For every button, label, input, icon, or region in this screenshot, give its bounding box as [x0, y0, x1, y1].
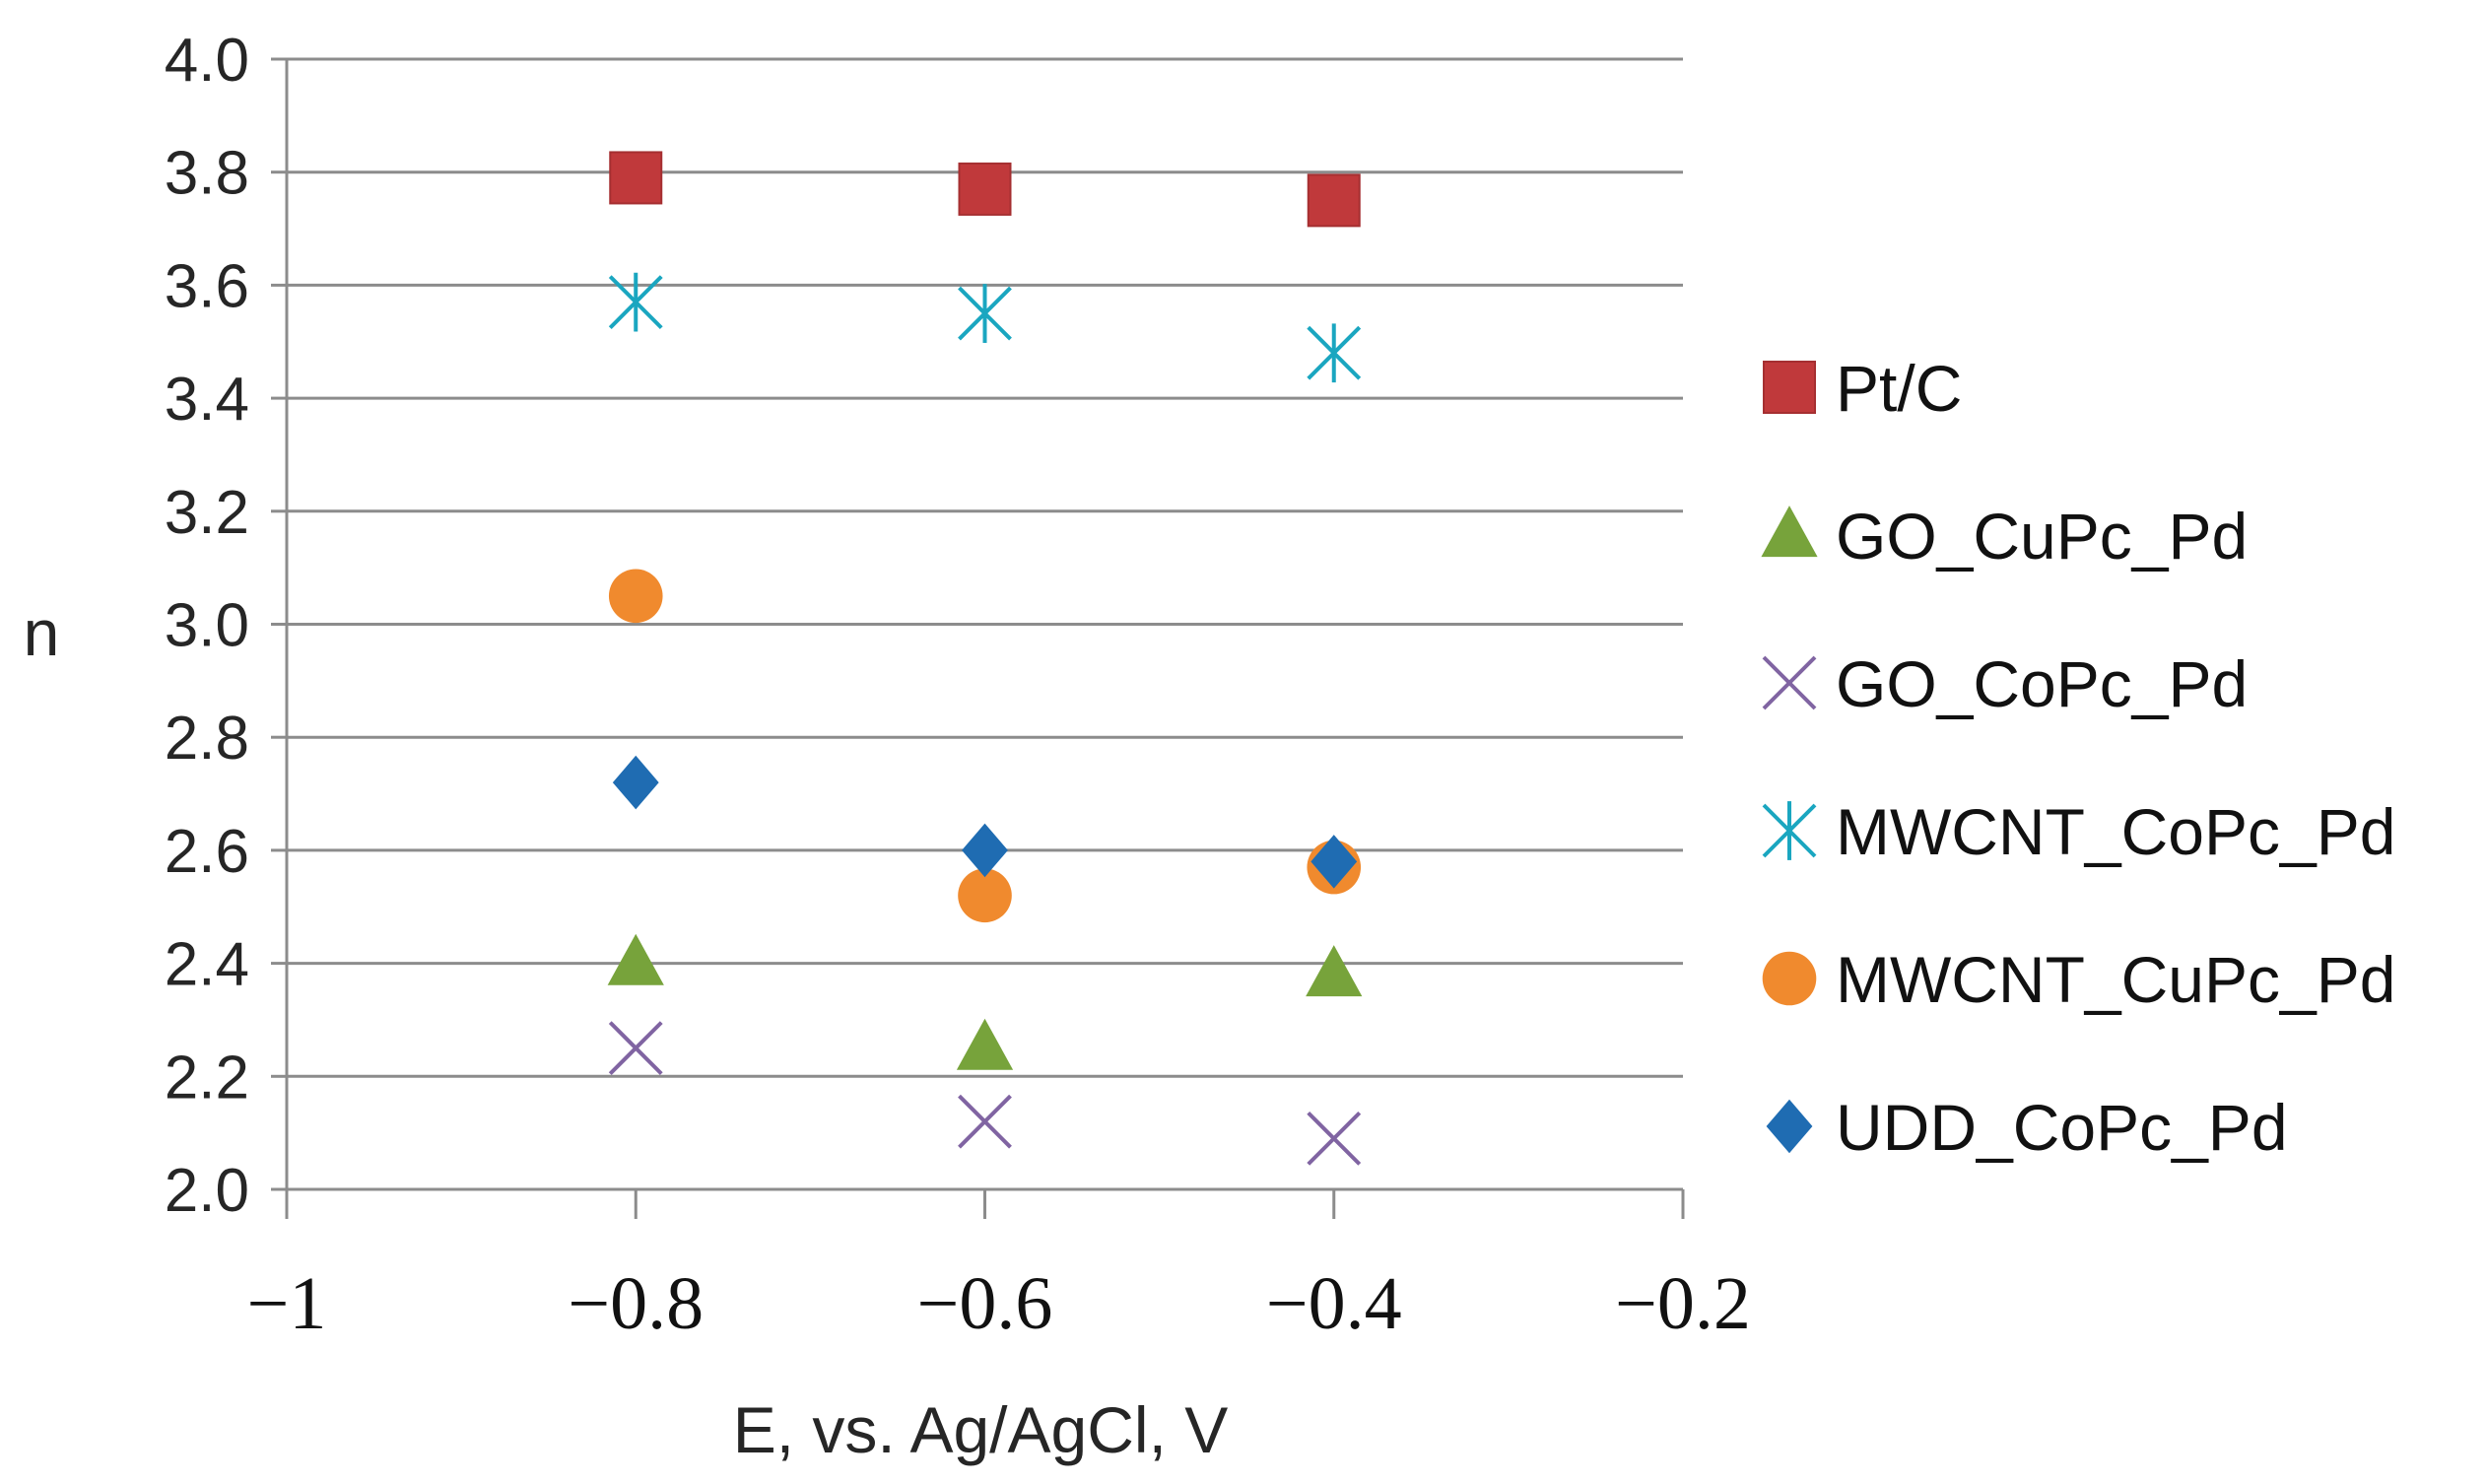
legend-label: UDD_CoPc_Pd — [1836, 1091, 2288, 1164]
data-points — [607, 151, 1363, 1166]
y-tick-label: 3.4 — [165, 366, 249, 434]
data-point-go-copc-pd — [608, 1021, 663, 1076]
data-point-pt-c — [958, 162, 1012, 216]
legend-item: GO_CoPc_Pd — [1762, 647, 2248, 720]
y-tick-label: 2.4 — [165, 931, 249, 999]
legend-item: MWCNT_CoPc_Pd — [1762, 795, 2395, 868]
legend-item: MWCNT_CuPc_Pd — [1762, 943, 2395, 1016]
y-tick-label: 2.8 — [165, 705, 249, 773]
x-tick-label: −0.8 — [568, 1262, 704, 1345]
legend: Pt/C GO_CuPc_Pd GO_CoPc_Pd MWCNT_CoPc_Pd MWC… — [1761, 352, 2395, 1164]
y-tick-label: 2.6 — [165, 818, 249, 886]
y-tick-label: 4.0 — [165, 27, 249, 95]
legend-label: GO_CoPc_Pd — [1836, 647, 2248, 720]
legend-label: MWCNT_CoPc_Pd — [1836, 795, 2395, 868]
data-point-mwcnt-cupc-pd — [608, 569, 663, 624]
y-tick-label: 3.2 — [165, 479, 249, 547]
legend-item: Pt/C — [1763, 352, 1962, 425]
data-point-udd-copc-pd — [962, 823, 1008, 878]
legend-item: GO_CuPc_Pd — [1761, 500, 2248, 573]
data-point-udd-copc-pd — [1310, 835, 1358, 889]
legend-marker — [1762, 801, 1817, 860]
y-axis-title: n — [24, 596, 60, 669]
x-tick-label: −0.6 — [917, 1262, 1053, 1345]
x-axis-title: E, vs. Ag/AgCl, V — [733, 1393, 1229, 1466]
legend-marker — [1762, 655, 1817, 710]
y-tick-label: 3.0 — [165, 592, 249, 660]
data-point-go-copc-pd — [1307, 1111, 1362, 1166]
x-tick-labels: −1 −0.8 −0.6 −0.4 −0.2 — [247, 1262, 1751, 1345]
legend-marker — [1762, 951, 1817, 1006]
legend-item: UDD_CoPc_Pd — [1766, 1091, 2288, 1164]
data-point-mwcnt-copc-pd — [958, 284, 1012, 343]
data-point-udd-copc-pd — [612, 755, 659, 810]
y-tick-labels: 2.0 2.2 2.4 2.6 2.8 3.0 3.2 3.4 3.6 3.8 4.0 — [165, 27, 249, 1225]
legend-label: MWCNT_CuPc_Pd — [1836, 943, 2395, 1016]
axes — [271, 57, 1685, 1219]
x-tick-label: −0.4 — [1266, 1262, 1402, 1345]
legend-label: GO_CuPc_Pd — [1836, 500, 2248, 573]
data-point-go-cupc-pd — [956, 1018, 1014, 1070]
data-point-mwcnt-copc-pd — [608, 272, 663, 332]
x-tick-label: −1 — [247, 1262, 327, 1345]
data-point-mwcnt-cupc-pd — [958, 868, 1012, 923]
data-point-go-copc-pd — [958, 1094, 1012, 1149]
data-point-mwcnt-copc-pd — [1307, 323, 1362, 383]
legend-label: Pt/C — [1836, 352, 1962, 425]
y-tick-label: 3.6 — [165, 252, 249, 320]
data-point-pt-c — [1307, 173, 1361, 228]
legend-marker — [1766, 1099, 1813, 1154]
x-tick-label: −0.2 — [1615, 1262, 1751, 1345]
y-tick-label: 3.8 — [165, 140, 249, 208]
y-tick-label: 2.2 — [165, 1044, 249, 1112]
data-point-pt-c — [609, 151, 663, 205]
legend-marker — [1761, 506, 1818, 558]
data-point-go-cupc-pd — [607, 933, 664, 985]
legend-marker — [1763, 361, 1816, 414]
y-tick-label: 2.0 — [165, 1157, 249, 1225]
data-point-go-cupc-pd — [1306, 945, 1363, 997]
